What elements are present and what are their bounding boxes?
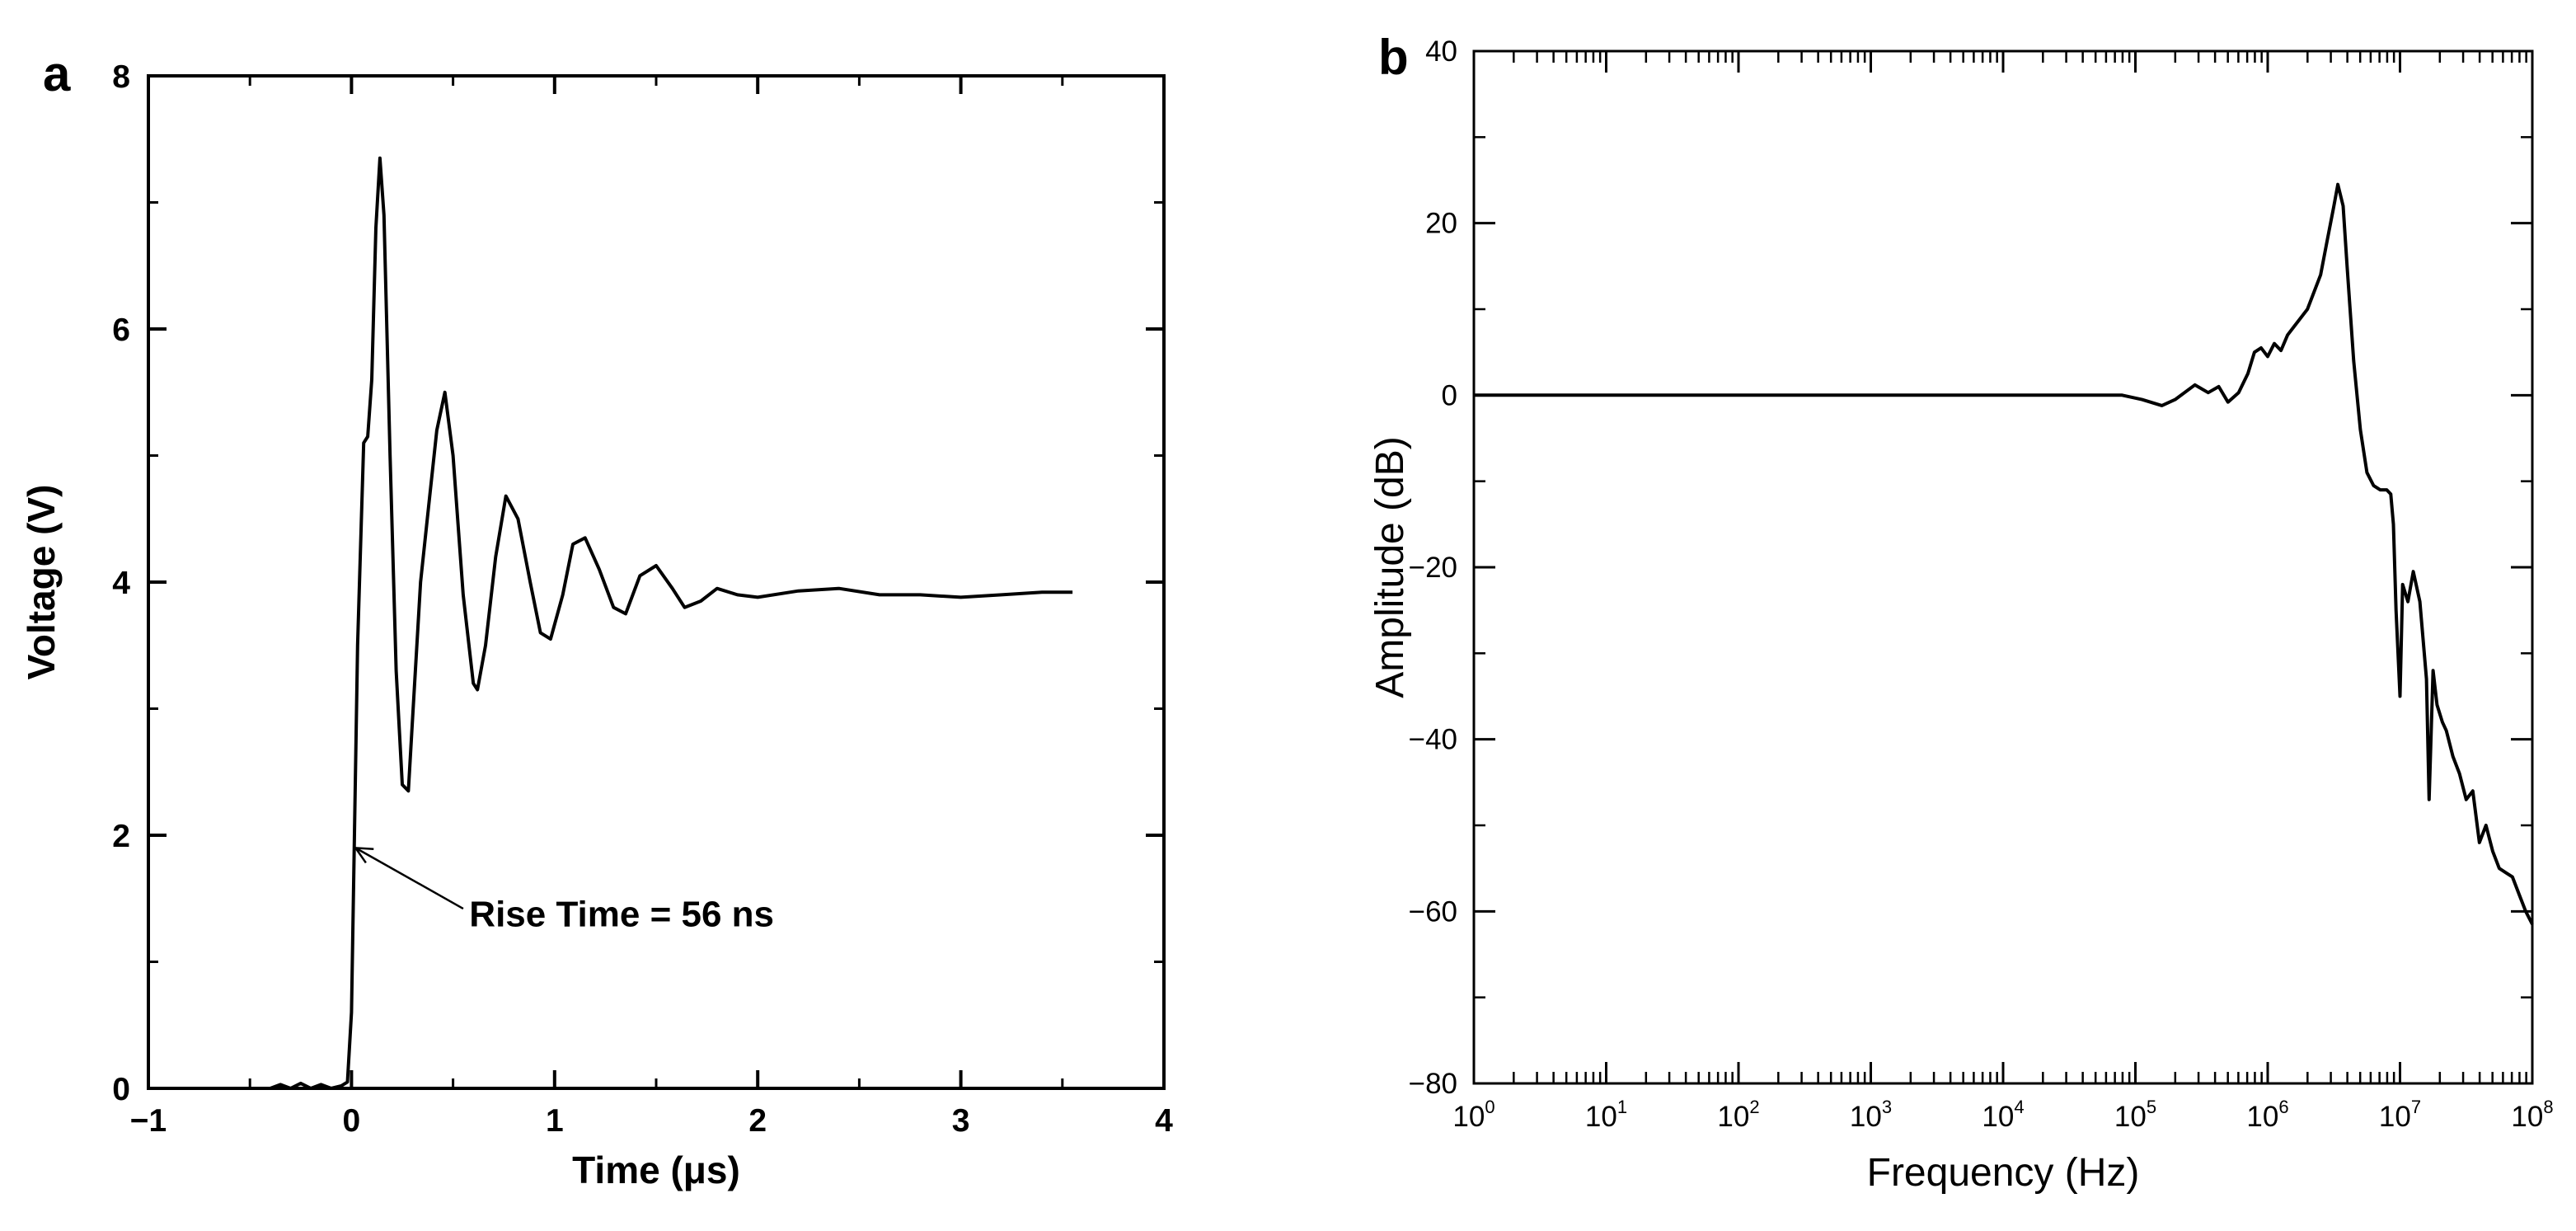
y-tick-label: 0: [1442, 379, 1457, 411]
y-tick-label: −80: [1409, 1068, 1457, 1100]
x-tick-label: 0: [343, 1103, 361, 1139]
x-tick-label: 101: [1585, 1097, 1627, 1133]
x-tick-label: −1: [130, 1103, 167, 1139]
x-tick-label: 1: [546, 1103, 564, 1139]
panel-b-ticks: [1472, 49, 2534, 1085]
panel-b-letter: b: [1378, 30, 1409, 85]
x-tick-label: 103: [1850, 1097, 1892, 1133]
y-tick-label: −40: [1409, 724, 1457, 756]
x-tick-label: 3: [952, 1103, 970, 1139]
x-tick-label: 100: [1452, 1097, 1494, 1133]
panel-b-y-axis-label: Amplitude (dB): [1368, 436, 1412, 698]
y-tick-label: 6: [112, 312, 130, 348]
x-tick-label: 2: [748, 1103, 767, 1139]
y-tick-label: −20: [1409, 552, 1457, 584]
y-tick-label: 20: [1425, 208, 1457, 240]
x-tick-label: 106: [2246, 1097, 2288, 1133]
y-tick-label: 0: [112, 1072, 130, 1107]
y-tick-label: −60: [1409, 895, 1457, 928]
rise-time-arrow: [354, 847, 464, 910]
y-tick-label: 4: [112, 566, 130, 601]
x-tick-label: 4: [1155, 1103, 1173, 1139]
x-tick-label: 102: [1717, 1097, 1759, 1133]
panel-b-x-axis-label: Frequency (Hz): [1867, 1151, 2140, 1195]
y-tick-label: 40: [1425, 35, 1457, 68]
panel-a-letter: a: [43, 46, 71, 101]
panel-a-plot-frame: [147, 74, 1166, 1090]
x-tick-label: 105: [2114, 1097, 2156, 1133]
rise-time-arrowhead: [353, 846, 374, 864]
panel-a-voltage-line: [270, 156, 1073, 1090]
y-tick-label: 2: [112, 819, 130, 854]
x-tick-label: 107: [2379, 1097, 2421, 1133]
x-tick-label: 104: [1982, 1097, 2024, 1133]
panel-b: b 100 101 102 103 104 105 106 107 108 −80 −60 −40 −2…: [1368, 30, 2554, 1195]
rise-time-annotation: Rise Time = 56 ns: [469, 895, 774, 935]
y-tick-label: 8: [112, 59, 130, 95]
panel-a-ticks: [147, 74, 1166, 1090]
x-tick-label: 108: [2511, 1097, 2553, 1133]
panel-b-plot-frame: [1472, 49, 2534, 1085]
panel-a-x-axis-label: Time (μs): [572, 1149, 740, 1191]
panel-a-y-axis-label: Voltage (V): [20, 485, 63, 680]
panel-b-tick-labels: 100 101 102 103 104 105 106 107 108 −80 −60 −40 −20 0…: [1409, 35, 2554, 1133]
panel-b-amplitude-line: [1474, 182, 2534, 925]
